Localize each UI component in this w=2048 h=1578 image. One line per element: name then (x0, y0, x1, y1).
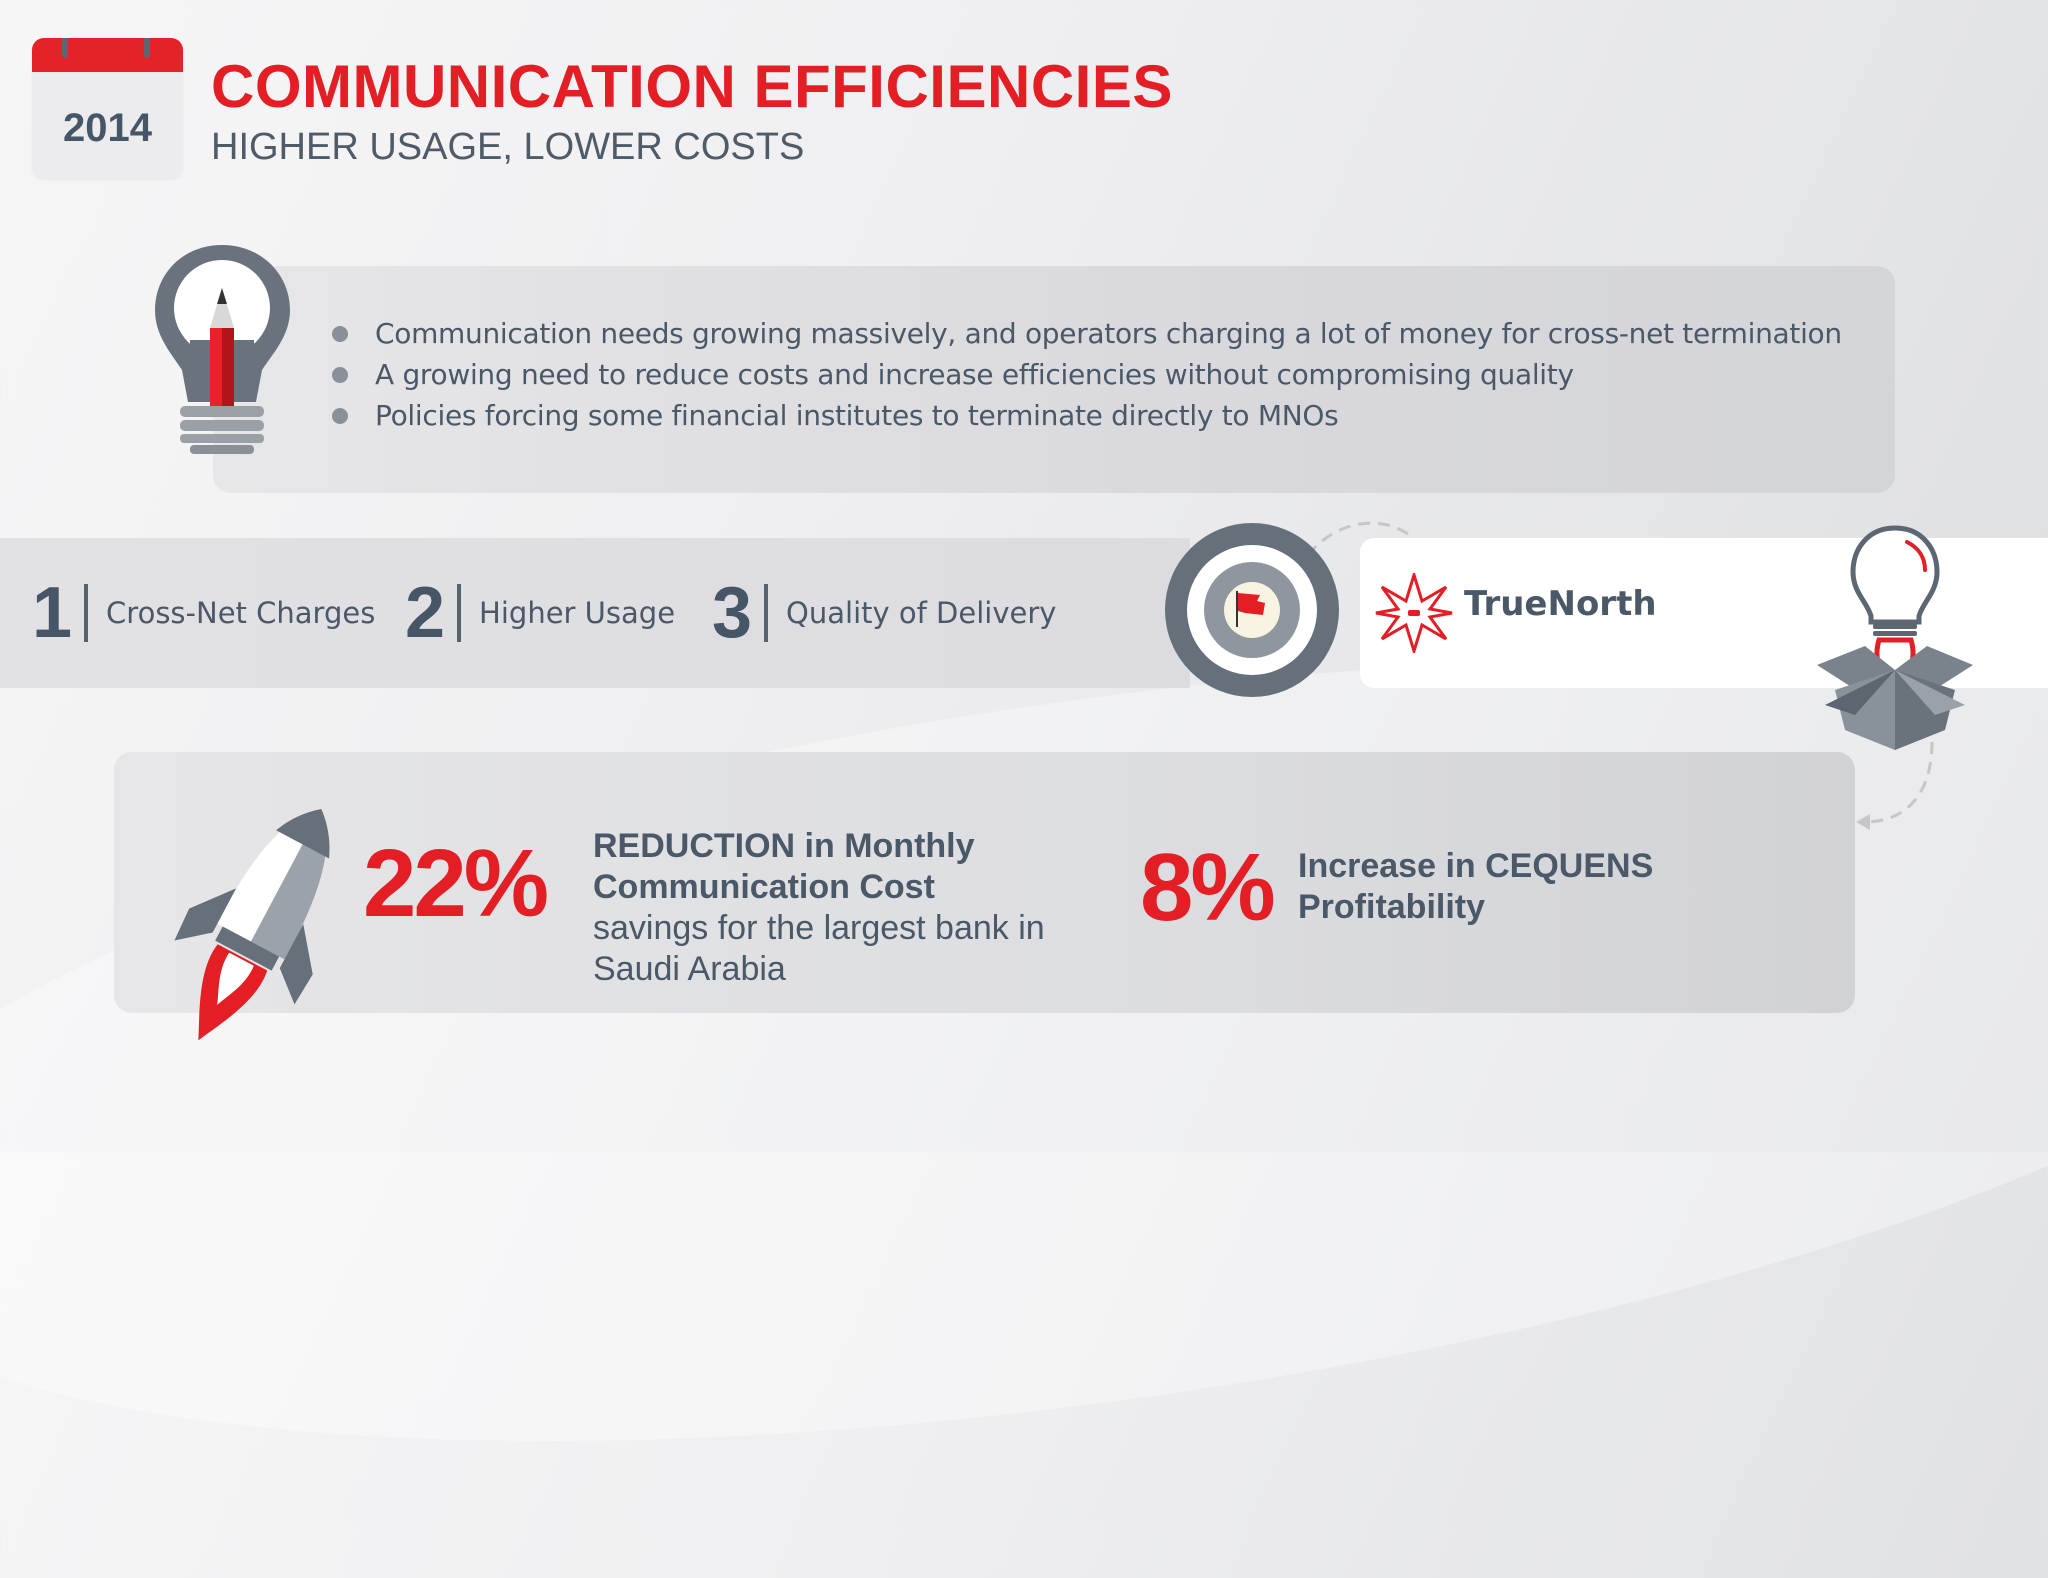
bullet-icon (332, 326, 348, 342)
rocket-icon (174, 809, 330, 1041)
compass-star-icon (1375, 573, 1453, 653)
challenges-panel (213, 266, 1895, 493)
calendar-ring (144, 38, 150, 58)
stat-detail: Saudi Arabia (593, 950, 786, 988)
challenge-item: Policies forcing some financial institut… (330, 395, 1842, 436)
challenge-item: Communication needs growing massively, a… (330, 313, 1842, 354)
step-label: Quality of Delivery (786, 596, 1057, 630)
target-flag-icon (1165, 523, 1339, 697)
stat-cost-reduction-text: REDUCTION in Monthly Communication Cost … (593, 826, 1045, 990)
calendar-ring (62, 38, 68, 58)
challenge-text: A growing need to reduce costs and incre… (375, 358, 1574, 391)
stat-detail: savings for the largest bank in (593, 909, 1045, 947)
bulb-in-box-icon (1817, 525, 1973, 750)
step-label: Higher Usage (479, 596, 676, 630)
dashed-arrow-icon (1856, 741, 1934, 830)
step-divider (84, 584, 89, 642)
step-3: 3 Quality of Delivery (712, 538, 1056, 688)
stat-profitability-text: Increase in CEQUENS Profitability (1298, 846, 1653, 928)
step-1: 1 Cross-Net Charges (32, 538, 375, 688)
calendar-year: 2014 (63, 106, 152, 150)
page-title: COMMUNICATION EFFICIENCIES (211, 53, 1173, 120)
bullet-icon (332, 408, 348, 424)
truenorth-name: TrueNorth (1464, 584, 1657, 624)
step-divider (457, 584, 462, 642)
results-panel (114, 752, 1855, 1013)
challenges-list: Communication needs growing massively, a… (330, 313, 1842, 436)
steps-band: 1 Cross-Net Charges 2 Higher Usage 3 Qua… (0, 538, 1190, 688)
stat-headline: Profitability (1298, 888, 1486, 926)
stat-headline: Increase in CEQUENS (1298, 847, 1654, 885)
stat-profitability-value: 8% (1140, 834, 1276, 941)
calendar-icon: 2014 (32, 38, 183, 178)
step-label: Cross-Net Charges (106, 596, 376, 630)
challenge-text: Policies forcing some financial institut… (375, 399, 1339, 432)
step-number: 1 (32, 573, 73, 653)
step-divider (764, 584, 769, 642)
step-2: 2 Higher Usage (405, 538, 675, 688)
step-number: 2 (405, 573, 446, 653)
challenge-item: A growing need to reduce costs and incre… (330, 354, 1842, 395)
stat-headline: Communication Cost (593, 868, 935, 906)
calendar-header (32, 38, 183, 72)
stat-cost-reduction-value: 22% (363, 830, 549, 937)
lightbulb-pencil-icon (155, 245, 290, 454)
challenge-text: Communication needs growing massively, a… (375, 317, 1842, 350)
page-subtitle: HIGHER USAGE, LOWER COSTS (211, 126, 805, 168)
step-number: 3 (712, 573, 753, 653)
stat-headline: REDUCTION in Monthly (593, 827, 975, 865)
bullet-icon (332, 367, 348, 383)
